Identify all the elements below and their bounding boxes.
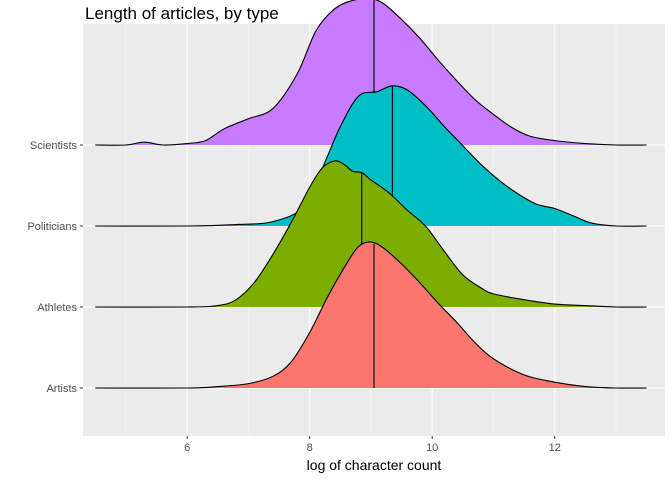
ridge-outline-artists [95, 241, 647, 389]
x-tick-label: 8 [307, 442, 313, 454]
ridge-outline-politicians [95, 85, 647, 227]
ridge-outline-scientists [95, 0, 647, 146]
x-axis-title: log of character count [307, 457, 442, 473]
x-tick-label: 10 [426, 442, 438, 454]
ridge-fill-artists [95, 241, 647, 389]
y-tick-label-athletes: Athletes [37, 302, 77, 314]
chart-title: Length of articles, by type [85, 4, 279, 23]
y-tick-label-artists: Artists [46, 383, 77, 395]
ridges [95, 0, 647, 389]
axes: Artists Athletes Politicians Scientists 6 8 10… [27, 140, 560, 454]
ridge-fill-scientists [95, 0, 647, 146]
ridge-fill-athletes [95, 160, 647, 308]
ridge-outline-athletes [95, 160, 647, 308]
y-tick-label-scientists: Scientists [30, 140, 78, 152]
x-tick-label: 12 [549, 442, 561, 454]
ridge-fill-politicians [95, 85, 647, 227]
x-tick-label: 6 [184, 442, 190, 454]
y-tick-label-politicians: Politicians [27, 221, 77, 233]
